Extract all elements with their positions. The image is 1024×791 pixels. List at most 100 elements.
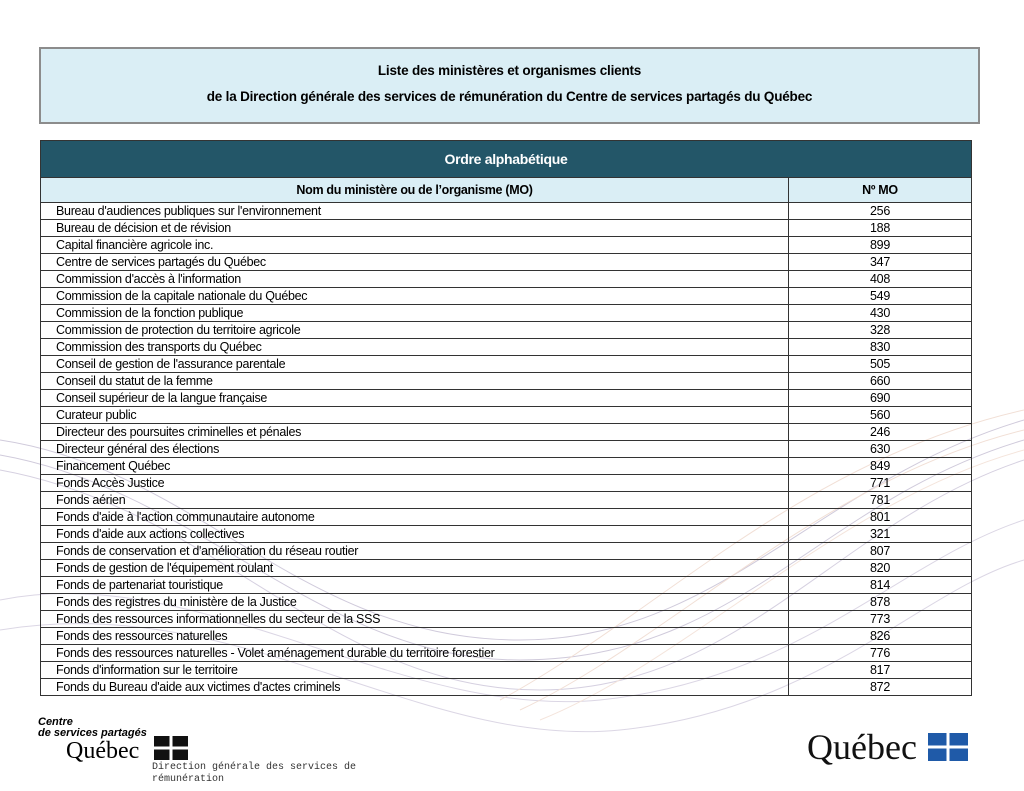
mo-name: Directeur des poursuites criminelles et … [40,423,789,441]
mo-number: 820 [788,559,972,577]
mo-number: 246 [788,423,972,441]
table-body: Bureau d'audiences publiques sur l'envir… [40,202,972,696]
table-row: Commission de protection du territoire a… [40,321,972,339]
mo-name: Directeur général des élections [40,440,789,458]
mo-name: Conseil du statut de la femme [40,372,789,390]
mo-number: 328 [788,321,972,339]
table-row: Financement Québec 849 [40,457,972,475]
logo-text: Centre de services partagés [38,717,147,739]
mo-number: 188 [788,219,972,237]
mo-name: Fonds de conservation et d'amélioration … [40,542,789,560]
mo-name: Fonds des registres du ministère de la J… [40,593,789,611]
mo-number: 430 [788,304,972,322]
mo-number: 321 [788,525,972,543]
table-row: Fonds d'information sur le territoire 817 [40,661,972,679]
table-row: Commission de la capitale nationale du Q… [40,287,972,305]
mo-name: Centre de services partagés du Québec [40,253,789,271]
mo-number: 830 [788,338,972,356]
mo-number: 776 [788,644,972,662]
mo-name: Fonds des ressources naturelles [40,627,789,645]
mo-number: 347 [788,253,972,271]
table-row: Curateur public 560 [40,406,972,424]
section-title: Ordre alphabétique [40,140,972,178]
table-row: Directeur général des élections 630 [40,440,972,458]
table-row: Fonds de partenariat touristique 814 [40,576,972,594]
column-header: Nom du ministère ou de l’organisme (MO) [40,177,789,203]
table-row: Fonds du Bureau d'aide aux victimes d'ac… [40,678,972,696]
table-row: Directeur des poursuites criminelles et … [40,423,972,441]
table-row: Fonds d'aide à l'action communautaire au… [40,508,972,526]
table-row: Conseil de gestion de l'assurance parent… [40,355,972,373]
mo-name: Commission de protection du territoire a… [40,321,789,339]
mo-name: Commission de la fonction publique [40,304,789,322]
header-row: Nom du ministère ou de l’organisme (MO) … [40,177,972,203]
mo-number: 807 [788,542,972,560]
mo-name: Fonds des ressources naturelles - Volet … [40,644,789,662]
mo-number: 660 [788,372,972,390]
table-row: Conseil supérieur de la langue française… [40,389,972,407]
logo-line: de services partagés [38,727,147,739]
mo-name: Fonds du Bureau d'aide aux victimes d'ac… [40,678,789,696]
table-row: Commission des transports du Québec 830 [40,338,972,356]
table-row: Centre de services partagés du Québec 347 [40,253,972,271]
table-row: Conseil du statut de la femme 660 [40,372,972,390]
logo-name: Québec [66,738,140,764]
mo-name: Curateur public [40,406,789,424]
mo-number: 878 [788,593,972,611]
table-row: Fonds des ressources informationnelles d… [40,610,972,628]
mo-name: Fonds des ressources informationnelles d… [40,610,789,628]
table-row: Fonds aérien 781 [40,491,972,509]
mo-number: 771 [788,474,972,492]
mo-name: Bureau d'audiences publiques sur l'envir… [40,202,789,220]
table-row: Capital financière agricole inc. 899 [40,236,972,254]
flag-icon [928,733,968,761]
mo-name: Commission de la capitale nationale du Q… [40,287,789,305]
table-row: Fonds Accès Justice 771 [40,474,972,492]
title-box: Liste des ministères et organismes clien… [39,47,980,124]
mo-number: 872 [788,678,972,696]
table-row: Commission d'accès à l'information 408 [40,270,972,288]
mo-name: Fonds d'aide à l'action communautaire au… [40,508,789,526]
mo-number: 899 [788,236,972,254]
mo-number: 781 [788,491,972,509]
client-table: Ordre alphabétique Nom du ministère ou d… [40,140,972,696]
mo-name: Commission d'accès à l'information [40,270,789,288]
mo-name: Fonds Accès Justice [40,474,789,492]
section-row: Ordre alphabétique [40,140,972,178]
logo-line: Centre [38,716,73,728]
mo-number: 560 [788,406,972,424]
mo-number: 817 [788,661,972,679]
mo-number: 826 [788,627,972,645]
mo-name: Fonds de partenariat touristique [40,576,789,594]
mo-number: 690 [788,389,972,407]
table-row: Fonds des ressources naturelles - Volet … [40,644,972,662]
mo-name: Fonds d'information sur le territoire [40,661,789,679]
mo-name: Commission des transports du Québec [40,338,789,356]
mo-name: Financement Québec [40,457,789,475]
mo-name: Conseil supérieur de la langue française [40,389,789,407]
unit-name: Direction générale des services de rémun… [152,762,357,785]
mo-number: 549 [788,287,972,305]
table-row: Fonds de conservation et d'amélioration … [40,542,972,560]
mo-number: 630 [788,440,972,458]
table-row: Commission de la fonction publique 430 [40,304,972,322]
mo-number: 256 [788,202,972,220]
title-line: Liste des ministères et organismes clien… [377,63,642,78]
right-logo: Québec [807,727,917,767]
mo-number: 801 [788,508,972,526]
title-line: de la Direction générale des services de… [206,89,813,104]
mo-number: 849 [788,457,972,475]
mo-name: Fonds de gestion de l'équipement roulant [40,559,789,577]
table-row: Fonds des registres du ministère de la J… [40,593,972,611]
mo-number: 773 [788,610,972,628]
mo-number: 814 [788,576,972,594]
mo-name: Fonds aérien [40,491,789,509]
table-row: Bureau d'audiences publiques sur l'envir… [40,202,972,220]
mo-name: Bureau de décision et de révision [40,219,789,237]
table-row: Fonds de gestion de l'équipement roulant… [40,559,972,577]
column-header: Nº MO [788,177,972,203]
table-row: Bureau de décision et de révision 188 [40,219,972,237]
mo-name: Capital financière agricole inc. [40,236,789,254]
table-row: Fonds des ressources naturelles 826 [40,627,972,645]
